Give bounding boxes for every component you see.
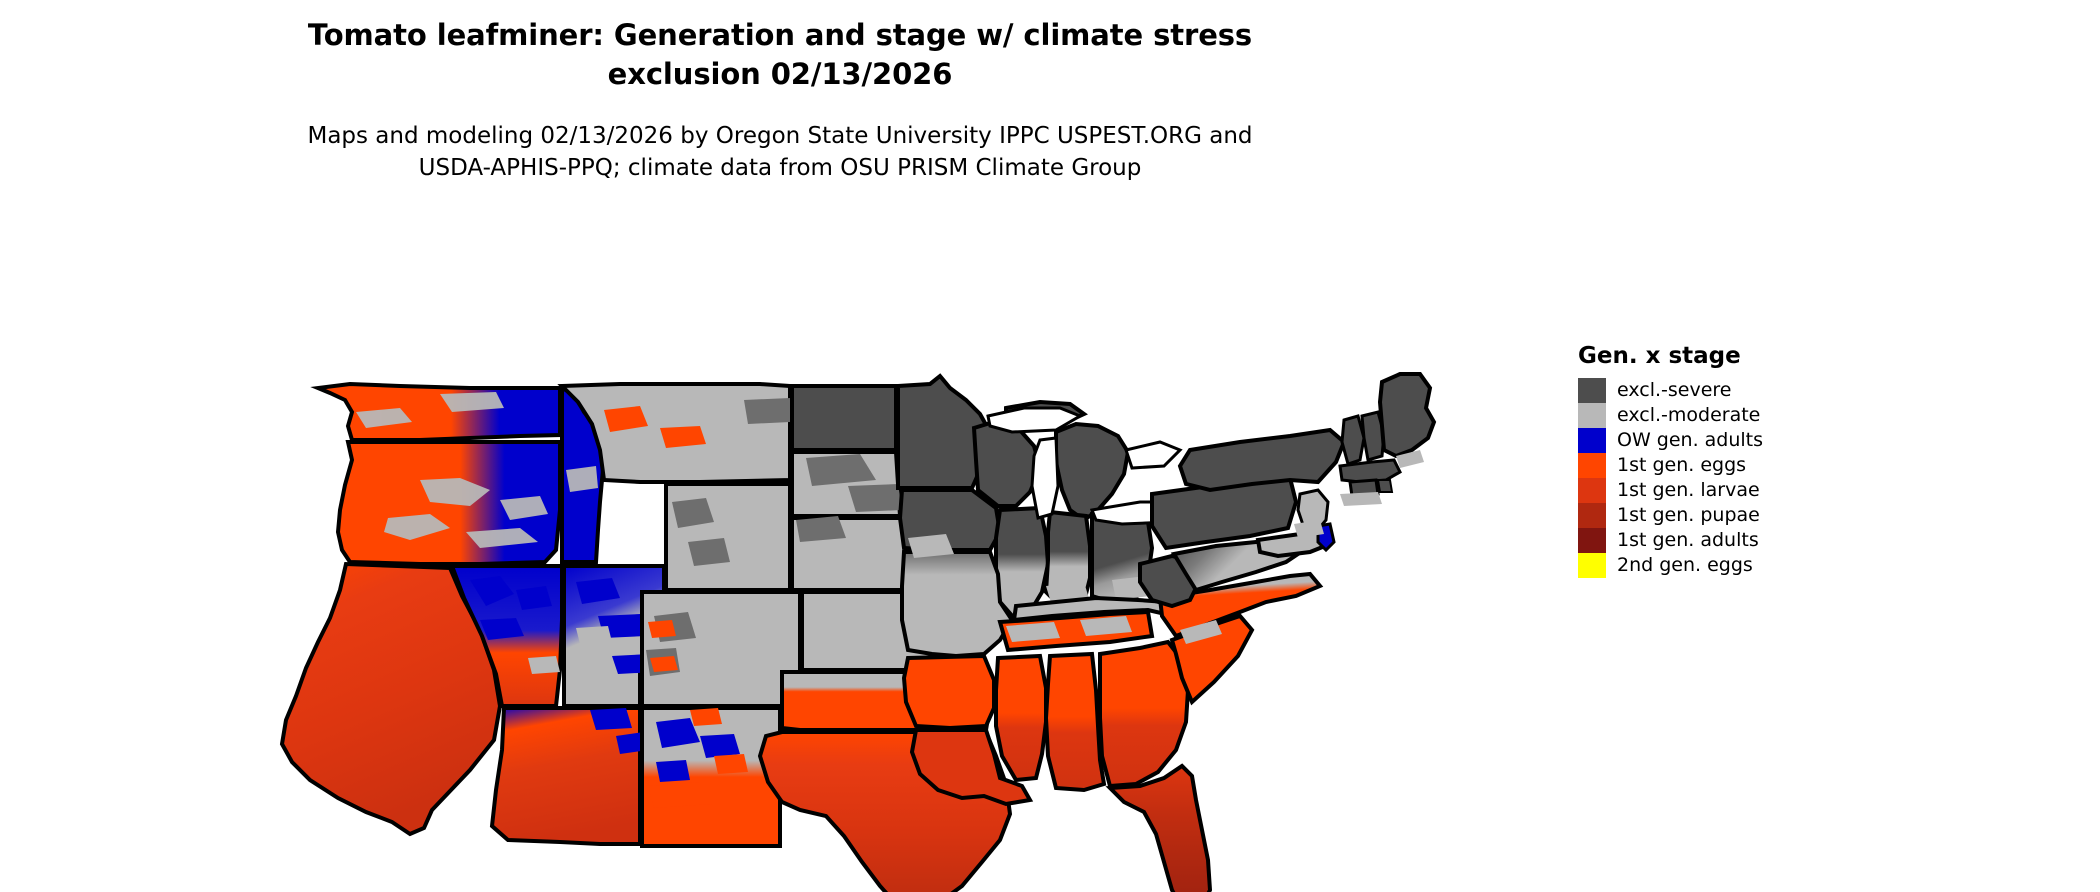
legend-swatch-icon: [1578, 503, 1606, 528]
legend-swatch-icon: [1578, 378, 1606, 403]
map-region-florida: [1105, 763, 1213, 892]
map-region-arkansas: [901, 653, 996, 731]
map-region-louisiana: [909, 728, 1034, 807]
map-region-mississippi: [994, 653, 1048, 783]
map-region-new-york: [1177, 427, 1347, 493]
legend-swatch-icon: [1578, 478, 1606, 503]
legend-label: 1st gen. pupae: [1617, 504, 1760, 526]
legend-swatch-icon: [1578, 428, 1606, 453]
map-region-washington: [310, 381, 562, 442]
map-region-maine: [1377, 372, 1437, 459]
legend-title: Gen. x stage: [1578, 343, 1741, 369]
map-region-wisconsin: [971, 417, 1043, 508]
map-region-rhode-island: [1376, 479, 1394, 493]
map-region-mid-atlantic: [1138, 475, 1336, 609]
map-svg: [279, 372, 1437, 892]
legend-item-excl-moderate[interactable]: excl.-moderate: [1578, 403, 1908, 428]
legend-item-ow-gen-adults[interactable]: OW gen. adults: [1578, 428, 1908, 453]
page-title: Tomato leafminer: Generation and stage w…: [307, 18, 1253, 91]
legend-label: 1st gen. adults: [1617, 529, 1759, 551]
legend-label: 1st gen. larvae: [1617, 479, 1760, 501]
legend: Gen. x stage excl.-severe excl.-moderate…: [1578, 345, 1908, 578]
map-region-new-hampshire: [1360, 410, 1386, 462]
map-region-georgia: [1098, 639, 1191, 789]
map-mosaic-northeast-coast: [1294, 450, 1424, 538]
legend-label: 2nd gen. eggs: [1617, 554, 1753, 576]
legend-item-1st-gen-adults[interactable]: 1st gen. adults: [1578, 528, 1908, 553]
legend-label: excl.-moderate: [1617, 404, 1761, 426]
map-mosaic-new-mexico: [648, 708, 748, 808]
map-region-pacific-northwest: [310, 381, 607, 566]
map-mosaic-southeast: [1006, 616, 1222, 644]
subtitle-block: Maps and modeling 02/13/2026 by Oregon S…: [0, 121, 1560, 184]
map-mosaic-plains: [796, 454, 902, 542]
map-region-north-dakota: [790, 384, 898, 452]
map-region-wyoming: [664, 482, 792, 592]
map-region-missouri: [900, 550, 1015, 659]
map-mosaic-pnw: [356, 392, 598, 548]
map-region-north-carolina: [1157, 571, 1324, 639]
map-region-southeast: [901, 571, 1324, 892]
map-region-southwest: [279, 561, 666, 846]
map-region-alabama: [1043, 651, 1107, 793]
legend-label: 1st gen. eggs: [1617, 454, 1747, 476]
page-subtitle: Maps and modeling 02/13/2026 by Oregon S…: [307, 123, 1253, 181]
map-region-vermont: [1340, 414, 1366, 466]
map-region-massachusetts: [1338, 458, 1402, 484]
map-region-illinois: [994, 505, 1051, 621]
legend-rows: excl.-severe excl.-moderate OW gen. adul…: [1578, 378, 1908, 578]
title-block: Tomato leafminer: Generation and stage w…: [0, 16, 1560, 93]
legend-item-1st-gen-pupae[interactable]: 1st gen. pupae: [1578, 503, 1908, 528]
us-choropleth-map: [0, 150, 1560, 892]
legend-item-excl-severe[interactable]: excl.-severe: [1578, 378, 1908, 403]
legend-item-2nd-gen-eggs[interactable]: 2nd gen. eggs: [1578, 553, 1908, 578]
legend-swatch-icon: [1578, 528, 1606, 553]
legend-swatch-icon: [1578, 453, 1606, 478]
map-mosaic-rockies: [604, 398, 790, 676]
map-region-northern-rockies: [557, 382, 958, 708]
legend-item-1st-gen-eggs[interactable]: 1st gen. eggs: [1578, 453, 1908, 478]
legend-label: OW gen. adults: [1617, 429, 1764, 451]
legend-item-1st-gen-larvae[interactable]: 1st gen. larvae: [1578, 478, 1908, 503]
map-region-northeast: [1177, 372, 1437, 538]
legend-label: excl.-severe: [1617, 379, 1732, 401]
legend-swatch-icon: [1578, 553, 1606, 578]
legend-swatch-icon: [1578, 403, 1606, 428]
